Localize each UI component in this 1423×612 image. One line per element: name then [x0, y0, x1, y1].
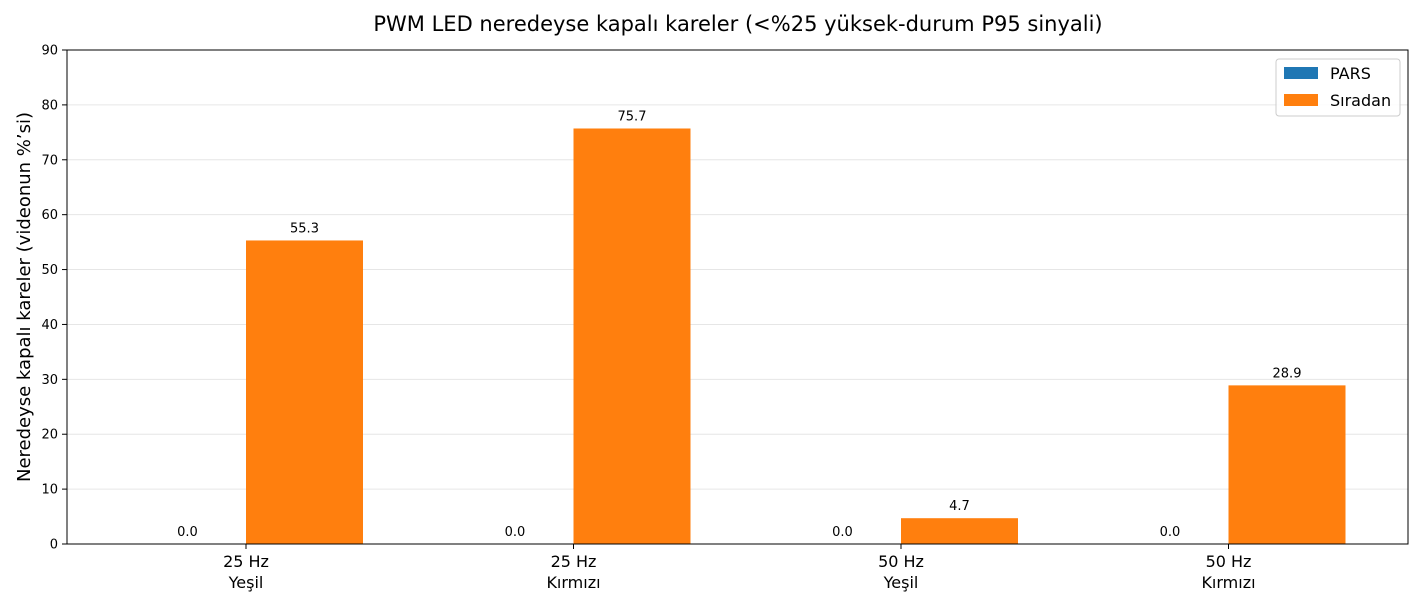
y-axis-label: Neredeyse kapalı kareler (videonun %’si): [14, 112, 35, 482]
data-label: 55.3: [290, 221, 319, 236]
bar-1-2: [901, 518, 1018, 544]
y-tick-label: 20: [41, 428, 58, 443]
data-label: 0.0: [177, 525, 198, 540]
chart-title: PWM LED neredeyse kapalı kareler (<%25 y…: [373, 12, 1102, 36]
y-tick-label: 90: [41, 44, 58, 59]
y-tick-label: 0: [50, 538, 58, 553]
y-tick-label: 70: [41, 153, 58, 168]
y-tick-label: 60: [41, 208, 58, 223]
x-axis-ticks: 25 Hz Yeşil 25 Hz Kırmızı 50 Hz Yeşil 50 Hz Kır…: [223, 544, 1256, 592]
legend-label: PARS: [1330, 64, 1371, 83]
x-tick-label: Kırmızı: [546, 573, 600, 592]
data-label: 0.0: [832, 525, 853, 540]
y-tick-label: 50: [41, 263, 58, 278]
legend: PARS Sıradan: [1275, 58, 1401, 117]
data-label: 75.7: [618, 109, 647, 124]
bar-1-0: [246, 240, 363, 544]
x-tick-label: 50 Hz: [878, 552, 924, 571]
data-label: 0.0: [1160, 525, 1181, 540]
data-label: 28.9: [1273, 366, 1302, 381]
x-tick-label: Kırmızı: [1201, 573, 1255, 592]
x-tick-label: Yeşil: [883, 573, 919, 592]
y-tick-label: 40: [41, 318, 58, 333]
y-tick-label: 80: [41, 98, 58, 113]
y-tick-label: 30: [41, 373, 58, 388]
legend-swatch: [1284, 94, 1318, 106]
legend-swatch: [1284, 67, 1318, 79]
y-tick-label: 10: [41, 483, 58, 498]
bars: [246, 128, 1346, 545]
x-tick-label: 50 Hz: [1206, 552, 1252, 571]
bar-1-1: [573, 128, 691, 545]
data-labels: 0.0 0.0 0.0 0.0 55.3 75.7 4.7 28.9: [177, 109, 1301, 540]
x-tick-label: 25 Hz: [551, 552, 597, 571]
x-tick-label: 25 Hz: [223, 552, 269, 571]
y-axis-ticks: 0 10 20 30 40 50 60 70 80 90: [41, 44, 67, 553]
legend-label: Sıradan: [1330, 91, 1391, 110]
plot-frame: [66, 49, 1409, 545]
bar-1-3: [1228, 385, 1346, 544]
data-label: 0.0: [505, 525, 526, 540]
data-label: 4.7: [949, 499, 970, 514]
x-tick-label: Yeşil: [228, 573, 264, 592]
